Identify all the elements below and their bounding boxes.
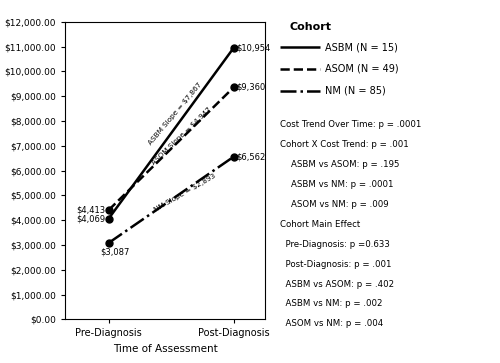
Text: ASBM Slope = $7,867: ASBM Slope = $7,867 <box>148 82 203 146</box>
Text: $10,954: $10,954 <box>236 43 270 52</box>
Text: Cohort: Cohort <box>289 22 331 32</box>
Text: ASOM Slope = $4,947: ASOM Slope = $4,947 <box>151 106 212 166</box>
Text: ASOM vs NM: p = .004: ASOM vs NM: p = .004 <box>280 319 384 329</box>
Text: $3,087: $3,087 <box>100 248 130 257</box>
X-axis label: Time of Assessment: Time of Assessment <box>112 344 218 354</box>
Text: ASBM (N = 15): ASBM (N = 15) <box>325 42 398 52</box>
Text: Cohort Main Effect: Cohort Main Effect <box>280 220 360 229</box>
Text: ASOM (N = 49): ASOM (N = 49) <box>325 64 398 74</box>
Text: $4,069: $4,069 <box>76 214 105 223</box>
Text: NM Slope = $2,893: NM Slope = $2,893 <box>153 173 216 213</box>
Text: ASBM vs ASOM: p = .195: ASBM vs ASOM: p = .195 <box>280 160 400 169</box>
Text: ASOM vs NM: p = .009: ASOM vs NM: p = .009 <box>280 200 388 209</box>
Text: $4,413: $4,413 <box>76 205 105 215</box>
Text: Cost Trend Over Time: p = .0001: Cost Trend Over Time: p = .0001 <box>280 120 422 129</box>
Text: ASBM vs ASOM: p = .402: ASBM vs ASOM: p = .402 <box>280 280 394 289</box>
Text: Pre-Diagnosis: p =0.633: Pre-Diagnosis: p =0.633 <box>280 240 390 249</box>
Text: ASBM vs NM: p = .0001: ASBM vs NM: p = .0001 <box>280 180 394 189</box>
Text: $9,360: $9,360 <box>236 83 266 92</box>
Text: Post-Diagnosis: p = .001: Post-Diagnosis: p = .001 <box>280 260 392 269</box>
Text: ASBM vs NM: p = .002: ASBM vs NM: p = .002 <box>280 299 382 309</box>
Text: NM (N = 85): NM (N = 85) <box>325 86 386 96</box>
Text: $6,562: $6,562 <box>236 152 266 161</box>
Text: Cohort X Cost Trend: p = .001: Cohort X Cost Trend: p = .001 <box>280 140 409 149</box>
